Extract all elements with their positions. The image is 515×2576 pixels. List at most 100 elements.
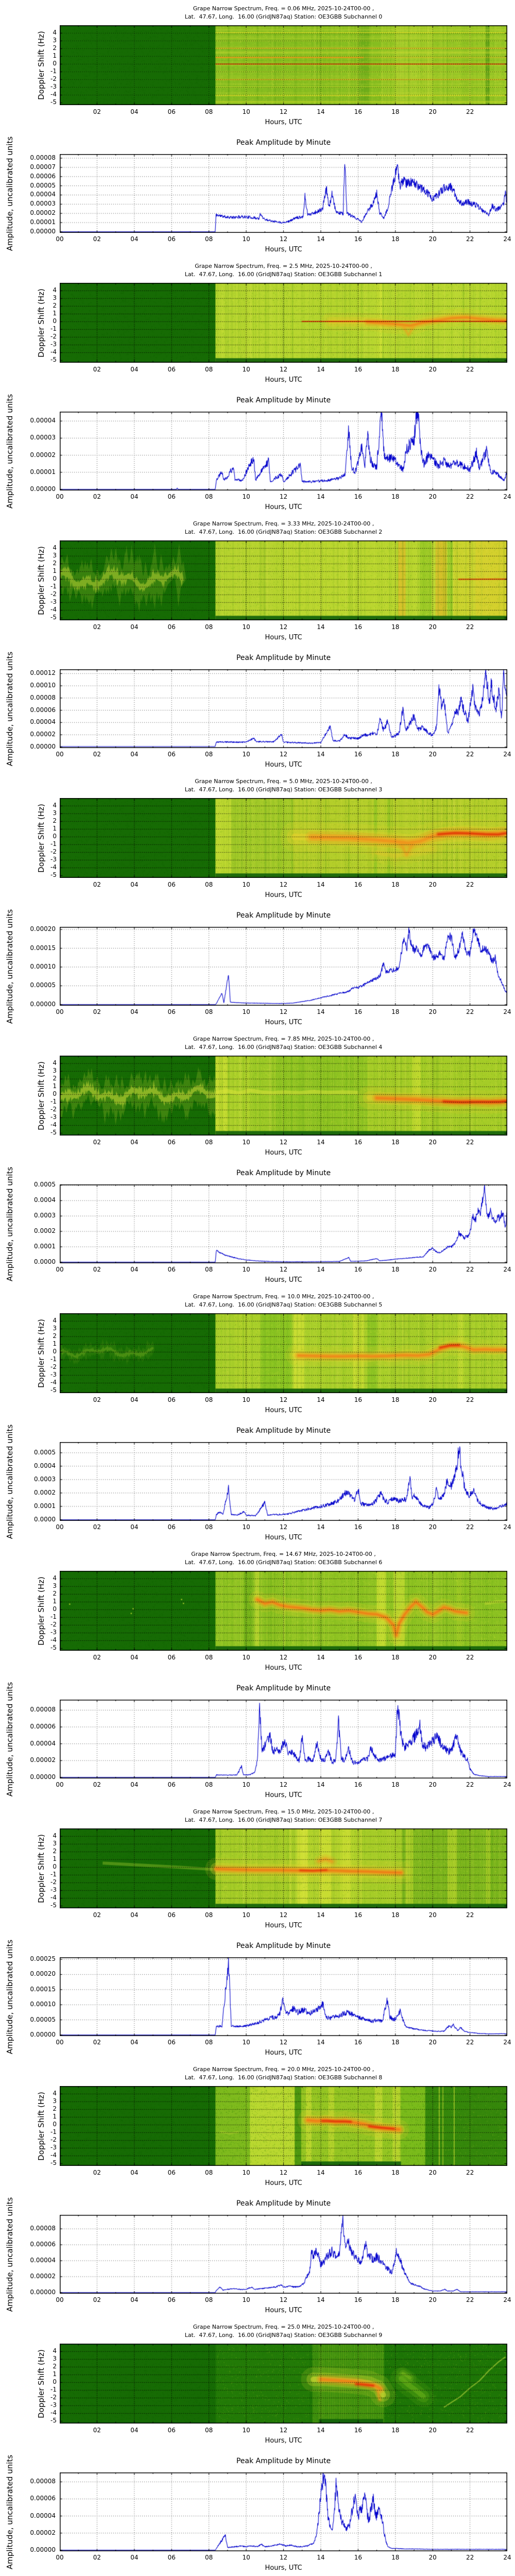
amplitude-xtick: 02	[93, 235, 101, 243]
spectrogram-xtick: 02	[93, 1911, 101, 1919]
amplitude-xlabel: Hours, UTC	[265, 761, 302, 769]
spectrogram-xtick: 02	[93, 108, 101, 115]
amplitude-xtick: 06	[167, 1523, 176, 1531]
spectrogram-ytick: -5	[50, 1902, 57, 1909]
spectrogram-ytick: -2	[50, 2136, 57, 2144]
amplitude-xtick: 06	[167, 2296, 176, 2303]
spectrogram-xtick: 10	[242, 2427, 250, 2434]
spectrogram-ytick: 4	[53, 544, 57, 552]
amplitude-ytick: 0.00002	[30, 209, 56, 217]
spectrogram-xlabel: Hours, UTC	[265, 2179, 302, 2187]
amplitude-xlabel: Hours, UTC	[265, 503, 302, 511]
spectrogram-xlabel: Hours, UTC	[265, 891, 302, 899]
amplitude-xtick: 12	[279, 1781, 288, 1788]
spectrogram-xtick: 14	[317, 623, 325, 631]
amplitude-xtick: 00	[56, 1008, 64, 1015]
spectrogram-xtick: 18	[391, 366, 400, 373]
spectrogram-ytick: 0	[53, 1605, 57, 1613]
amplitude-xtick: 14	[317, 2554, 325, 2561]
spectrogram-xtick: 02	[93, 366, 101, 373]
amplitude-title: Peak Amplitude by Minute	[236, 2199, 331, 2208]
amplitude-xtick: 24	[503, 2039, 511, 2046]
amplitude-xlabel: Hours, UTC	[265, 2049, 302, 2057]
spectrogram-xtick: 10	[242, 108, 250, 115]
amplitude-title: Peak Amplitude by Minute	[236, 1942, 331, 1950]
spectrogram-xtick: 22	[466, 2169, 474, 2176]
amplitude-xtick: 16	[354, 2296, 362, 2303]
amplitude-ytick: 0.0000	[34, 1515, 56, 1523]
amplitude-ytick: 0.00006	[30, 2241, 56, 2248]
amplitude-title: Peak Amplitude by Minute	[236, 1427, 331, 1435]
spectrogram-ytick: -4	[50, 348, 57, 356]
spectrogram-ytick: 1	[53, 1082, 57, 1090]
amplitude-xtick: 04	[130, 2554, 139, 2561]
spectrogram-xtick: 06	[167, 623, 176, 631]
spectrogram-title-line1: Grape Narrow Spectrum, Freq. = 20.0 MHz,…	[193, 2066, 374, 2073]
spectrogram-ytick: -2	[50, 590, 57, 598]
spectrogram-ytick: -4	[50, 863, 57, 871]
spectrogram-ytick: 3	[53, 2097, 57, 2105]
amplitude-ytick: 0.00000	[30, 2546, 56, 2553]
spectrogram-xtick: 20	[428, 1396, 437, 1403]
amplitude-xtick: 20	[428, 2296, 437, 2303]
amplitude-xtick: 00	[56, 1266, 64, 1273]
spectrogram-xtick: 22	[466, 2427, 474, 2434]
amplitude-xlabel: Hours, UTC	[265, 1791, 302, 1799]
amplitude-xtick: 18	[391, 2039, 400, 2046]
amplitude-xtick: 08	[205, 751, 213, 758]
spectrogram-ytick: -1	[50, 840, 57, 848]
amplitude-xtick: 10	[242, 2554, 250, 2561]
spectrogram-title-line1: Grape Narrow Spectrum, Freq. = 3.33 MHz,…	[193, 520, 374, 527]
spectrogram-xtick: 10	[242, 1911, 250, 1919]
amplitude-xtick: 12	[279, 1008, 288, 1015]
spectrogram-canvas	[60, 798, 507, 878]
amplitude-xtick: 08	[205, 1781, 213, 1788]
spectrogram-xtick: 06	[167, 366, 176, 373]
amplitude-ytick: 0.00008	[30, 1706, 56, 1714]
spectrogram-ytick: 2	[53, 2105, 57, 2113]
amplitude-xtick: 22	[466, 2296, 474, 2303]
spectrogram-xtick: 20	[428, 1911, 437, 1919]
amplitude-xtick: 20	[428, 751, 437, 758]
amplitude-ytick: 0.00000	[30, 1000, 56, 1008]
amplitude-xtick: 18	[391, 235, 400, 243]
amplitude-ytick: 0.00000	[30, 485, 56, 493]
spectrogram-ytick: 3	[53, 552, 57, 560]
amplitude-xtick: 08	[205, 493, 213, 500]
spectrogram-xtick: 10	[242, 881, 250, 888]
amplitude-ytick: 0.00004	[30, 417, 56, 425]
spectrogram-xtick: 22	[466, 108, 474, 115]
amplitude-ytick: 0.0005	[34, 1448, 56, 1456]
spectrogram-ytick: -3	[50, 2144, 57, 2151]
amplitude-ytick: 0.00002	[30, 451, 56, 459]
spectrogram-xtick: 08	[205, 2427, 213, 2434]
amplitude-ytick: 0.00012	[30, 669, 56, 677]
spectrogram-ytick: -1	[50, 1355, 57, 1363]
spectrogram-ytick: -3	[50, 1113, 57, 1121]
spectrogram-xtick: 10	[242, 366, 250, 373]
amplitude-xtick: 12	[279, 1523, 288, 1531]
amplitude-xtick: 14	[317, 751, 325, 758]
spectrogram-ytick: 0	[53, 575, 57, 583]
amplitude-xtick: 12	[279, 493, 288, 500]
spectrogram-xlabel: Hours, UTC	[265, 1149, 302, 1157]
amplitude-xtick: 04	[130, 235, 139, 243]
amplitude-ytick: 0.00000	[30, 742, 56, 750]
spectrogram-xtick: 18	[391, 2169, 400, 2176]
spectrogram-ytick: 4	[53, 1574, 57, 1582]
spectrogram-xtick: 12	[279, 1911, 288, 1919]
amplitude-xlabel: Hours, UTC	[265, 1276, 302, 1284]
spectrogram-xtick: 04	[130, 2427, 139, 2434]
spectrogram-xtick: 12	[279, 1654, 288, 1661]
spectrogram-ytick: 1	[53, 825, 57, 833]
spectrogram-ytick: -3	[50, 2401, 57, 2409]
spectrogram-xtick: 22	[466, 366, 474, 373]
amplitude-xtick: 18	[391, 1523, 400, 1531]
amplitude-canvas	[60, 154, 507, 233]
spectrogram-xlabel: Hours, UTC	[265, 1406, 302, 1414]
spectrogram-xtick: 16	[354, 1911, 362, 1919]
amplitude-ytick: 0.0002	[34, 1227, 56, 1235]
spectrogram-xtick: 18	[391, 881, 400, 888]
amplitude-canvas	[60, 1957, 507, 2036]
amplitude-xtick: 14	[317, 493, 325, 500]
